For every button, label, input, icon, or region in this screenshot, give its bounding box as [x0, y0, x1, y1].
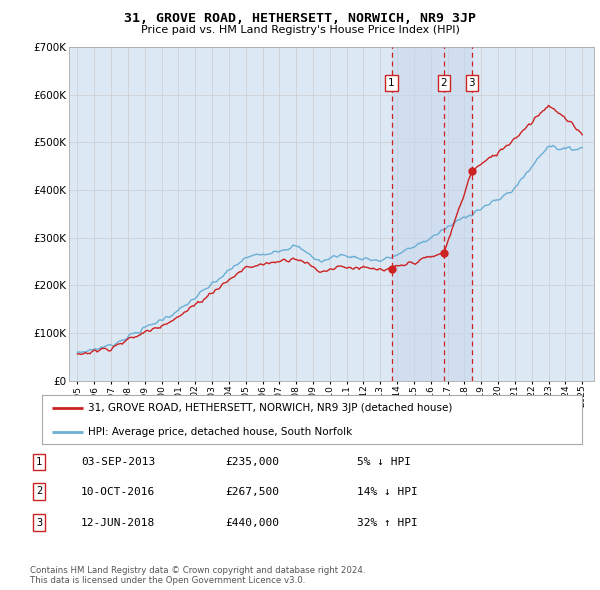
Text: 14% ↓ HPI: 14% ↓ HPI: [357, 487, 418, 497]
Text: 3: 3: [469, 78, 475, 88]
Bar: [392, 47, 472, 381]
Text: 3: 3: [36, 518, 42, 527]
Text: £267,500: £267,500: [225, 487, 279, 497]
Text: 2: 2: [440, 78, 447, 88]
Text: 1: 1: [36, 457, 42, 467]
Text: 32% ↑ HPI: 32% ↑ HPI: [357, 518, 418, 528]
Text: 31, GROVE ROAD, HETHERSETT, NORWICH, NR9 3JP: 31, GROVE ROAD, HETHERSETT, NORWICH, NR9…: [124, 12, 476, 25]
Text: 1: 1: [388, 78, 395, 88]
Text: HPI: Average price, detached house, South Norfolk: HPI: Average price, detached house, Sout…: [88, 427, 352, 437]
Text: £440,000: £440,000: [225, 518, 279, 528]
Text: 5% ↓ HPI: 5% ↓ HPI: [357, 457, 411, 467]
Text: 03-SEP-2013: 03-SEP-2013: [81, 457, 155, 467]
Text: 31, GROVE ROAD, HETHERSETT, NORWICH, NR9 3JP (detached house): 31, GROVE ROAD, HETHERSETT, NORWICH, NR9…: [88, 403, 452, 413]
Text: 10-OCT-2016: 10-OCT-2016: [81, 487, 155, 497]
Text: Contains HM Land Registry data © Crown copyright and database right 2024.
This d: Contains HM Land Registry data © Crown c…: [30, 566, 365, 585]
Text: 2: 2: [36, 487, 42, 496]
Text: Price paid vs. HM Land Registry's House Price Index (HPI): Price paid vs. HM Land Registry's House …: [140, 25, 460, 35]
Text: 12-JUN-2018: 12-JUN-2018: [81, 518, 155, 528]
Text: £235,000: £235,000: [225, 457, 279, 467]
